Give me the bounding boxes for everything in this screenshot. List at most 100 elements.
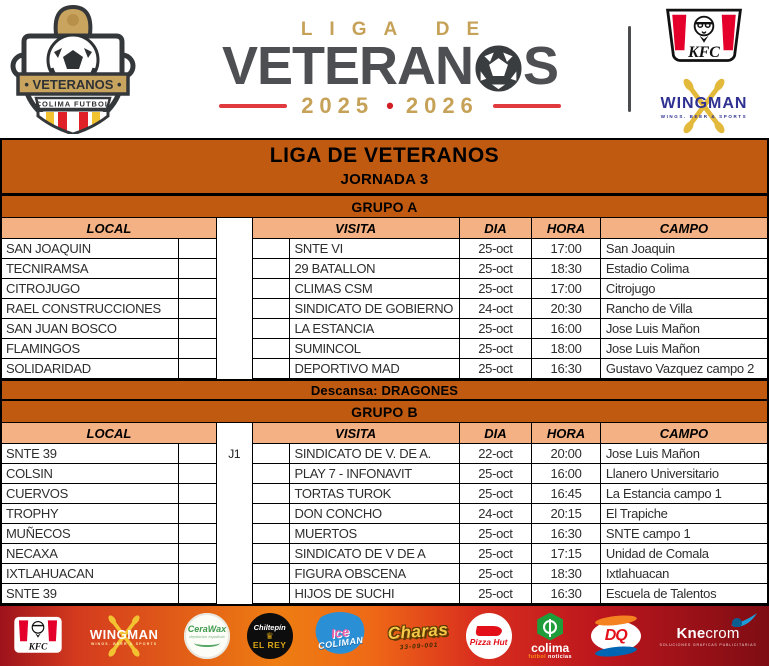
- wingman-sponsor-tagline: WINGS. BEER & SPORTS: [90, 641, 158, 646]
- header-gap: [216, 423, 253, 444]
- header-sponsor-logos: KFC WINGMAN WINGS. BEER & SPORTS: [645, 7, 763, 134]
- colima-futbol-noticias-sponsor-logo: colima futbol noticias: [528, 612, 572, 660]
- chiltepin-wordmark: Chiltepín: [253, 622, 286, 632]
- el-rey-label: EL REY: [252, 639, 287, 650]
- visita-score-cell: [252, 564, 291, 584]
- match-row: CUERVOS TORTAS TUROK 25-oct 16:45 La Est…: [2, 484, 767, 504]
- col-hora: HORA: [532, 218, 601, 239]
- separator: [2, 193, 767, 196]
- local-team: RAEL CONSTRUCCIONES: [2, 299, 180, 319]
- cerawax-wordmark: CeraWax: [187, 623, 227, 634]
- wingman-sponsor-logo: WINGMAN WINGS. BEER & SPORTS: [81, 615, 167, 657]
- header-divider: [628, 26, 631, 112]
- match-time: 16:45: [532, 484, 601, 504]
- local-team: TECNIRAMSA: [2, 259, 180, 279]
- jornada-label: JORNADA 3: [340, 170, 429, 188]
- col-visita: VISITA: [252, 423, 460, 444]
- local-score-cell: [179, 504, 217, 524]
- soccer-ball-icon: [475, 44, 522, 92]
- round-tag: [216, 279, 253, 299]
- match-date: 22-oct: [459, 444, 533, 464]
- local-team: CUERVOS: [2, 484, 180, 504]
- match-time: 18:00: [532, 339, 601, 359]
- veteranos-crest-logo: • VETERANOS • COLIMA FUTBOL: [10, 4, 136, 134]
- local-team: IXTLAHUACAN: [2, 564, 180, 584]
- local-team: MUÑECOS: [2, 524, 180, 544]
- visita-score-cell: [252, 339, 291, 359]
- local-score-cell: [179, 319, 217, 339]
- kfc-sponsor-wordmark: KFC: [28, 641, 48, 651]
- col-dia: DIA: [459, 423, 533, 444]
- round-tag: [216, 544, 253, 564]
- visita-score-cell: [252, 319, 291, 339]
- match-date: 24-oct: [459, 504, 533, 524]
- dq-sponsor-logo: DQ: [589, 613, 643, 659]
- colima-tag-noticias: noticias: [546, 653, 572, 660]
- match-field: Jose Luis Mañon: [600, 339, 767, 359]
- local-score-cell: [179, 279, 217, 299]
- season-row: 2025 • 2026: [219, 93, 561, 119]
- match-field: Citrojugo: [600, 279, 767, 299]
- col-visita: VISITA: [252, 218, 460, 239]
- wordmark-liga-de: LIGA DE: [300, 19, 497, 40]
- visita-score-cell: [252, 279, 291, 299]
- pizza-hut-sponsor-logo: Pizza Hut: [465, 613, 512, 659]
- knecrom-wordmark: Knecrom: [676, 625, 739, 642]
- col-local: LOCAL: [2, 423, 217, 444]
- cerawax-tagline: depilación española: [189, 633, 225, 639]
- round-tag: [216, 484, 253, 504]
- colima-tagline: futbol noticias: [528, 654, 572, 660]
- visita-score-cell: [252, 544, 291, 564]
- season-right-rule: [492, 104, 561, 108]
- visita-score-cell: [252, 239, 291, 259]
- match-field: El Trapiche: [600, 504, 767, 524]
- colima-tag-futbol: futbol: [528, 653, 547, 660]
- match-row: SNTE 39 J1 SINDICATO DE V. DE A. 22-oct …: [2, 444, 767, 464]
- match-time: 18:30: [532, 259, 601, 279]
- local-team: TROPHY: [2, 504, 180, 524]
- col-campo: CAMPO: [600, 218, 767, 239]
- visita-score-cell: [252, 259, 291, 279]
- col-dia: DIA: [459, 218, 533, 239]
- local-team: SNTE 39: [2, 584, 180, 604]
- colima-wordmark: colima: [531, 640, 570, 655]
- round-tag: [216, 359, 253, 379]
- wingman-wheat-icon: [108, 615, 140, 657]
- match-field: Llanero Universitario: [600, 464, 767, 484]
- group-b-bar: GRUPO B: [2, 401, 767, 423]
- match-row: SAN JOAQUIN SNTE VI 25-oct 17:00 San Joa…: [2, 239, 767, 259]
- match-time: 17:00: [532, 239, 601, 259]
- visita-score-cell: [252, 524, 291, 544]
- separator: [2, 399, 767, 401]
- match-date: 25-oct: [459, 359, 533, 379]
- visita-score-cell: [252, 299, 291, 319]
- poster-header: • VETERANOS • COLIMA FUTBOL LIGA DE VETE…: [0, 0, 769, 138]
- local-score-cell: [179, 544, 217, 564]
- col-local: LOCAL: [2, 218, 217, 239]
- round-tag: [216, 339, 253, 359]
- group-a-bar: GRUPO A: [2, 196, 767, 218]
- round-tag: [216, 524, 253, 544]
- pizza-hut-roof-icon: [474, 625, 503, 636]
- visita-score-cell: [252, 584, 291, 604]
- knecrom-tagline: SOLUCIONES GRAFICAS PUBLICITARIAS: [659, 643, 757, 647]
- match-row: TROPHY DON CONCHO 24-oct 20:15 El Trapic…: [2, 504, 767, 524]
- visita-team: SINDICATO DE GOBIERNO: [290, 299, 460, 319]
- local-team: CITROJUGO: [2, 279, 180, 299]
- local-team: SAN JUAN BOSCO: [2, 319, 180, 339]
- local-score-cell: [179, 359, 217, 379]
- match-row: SOLIDARIDAD DEPORTIVO MAD 25-oct 16:30 G…: [2, 359, 767, 379]
- chiltepin-el-rey-sponsor-logo: Chiltepín ♛ EL REY: [246, 613, 293, 659]
- local-team: SOLIDARIDAD: [2, 359, 180, 379]
- local-score-cell: [179, 259, 217, 279]
- round-tag: [216, 564, 253, 584]
- match-field: Gustavo Vazquez campo 2: [600, 359, 767, 379]
- match-field: Jose Luis Mañon: [600, 444, 767, 464]
- match-row: COLSIN PLAY 7 - INFONAVIT 25-oct 16:00 L…: [2, 464, 767, 484]
- descansa-bar: Descansa: DRAGONES: [2, 379, 767, 399]
- round-tag: [216, 319, 253, 339]
- round-tag: [216, 239, 253, 259]
- visita-team: HIJOS DE SUCHI: [290, 584, 460, 604]
- match-field: Ixtlahuacan: [600, 564, 767, 584]
- match-time: 17:15: [532, 544, 601, 564]
